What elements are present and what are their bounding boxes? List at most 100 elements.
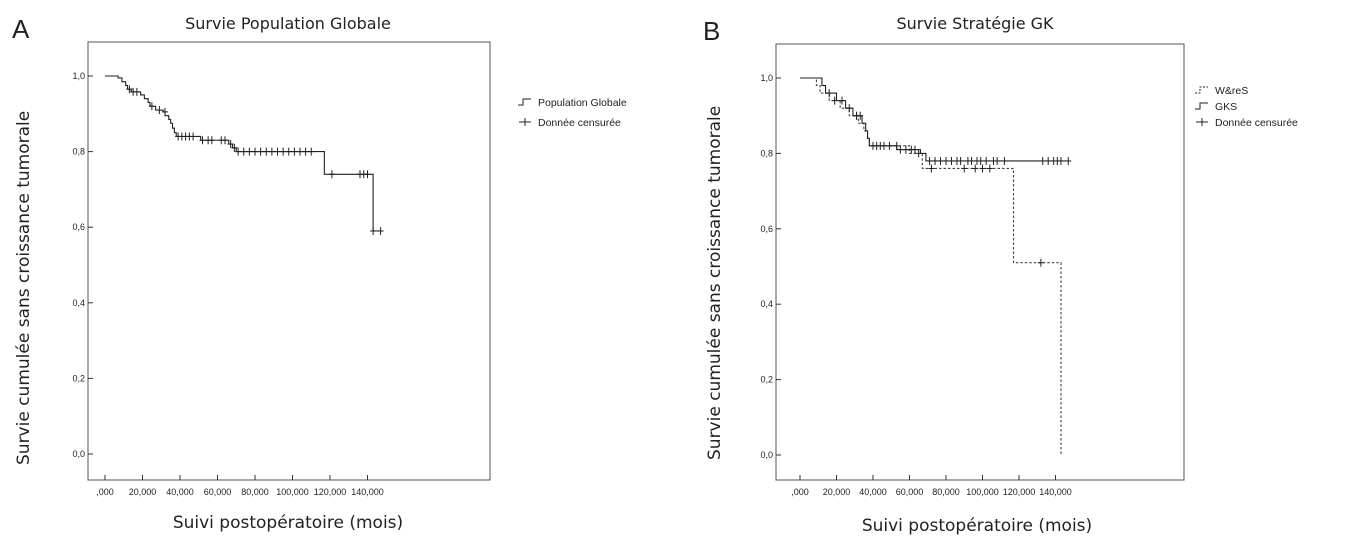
x-tick: 20,000 [129,475,156,497]
x-tick-label: 20,000 [823,487,851,497]
censor-mark [911,145,918,154]
censor-mark [902,145,909,154]
y-tick: 0,8 [760,148,781,158]
x-tick: 80,000 [932,475,960,497]
x-tick-label: 140,000 [351,487,384,497]
series-gks [800,77,1072,165]
censor-mark [846,104,853,113]
y-tick-label: 0,8 [72,147,85,157]
censor-mark [208,136,215,145]
y-tick-label: 1,0 [760,73,773,83]
x-tick: 140,000 [351,475,384,497]
x-tick: 40,000 [166,475,194,497]
legend-label: GKS [1215,101,1237,113]
x-tick: 120,000 [314,475,346,497]
censor-mark [302,147,309,156]
censor-mark [268,147,275,156]
legend-censor-swatch [519,118,531,126]
censor-mark [943,156,949,165]
censor-mark [364,170,371,179]
censor-mark [1065,156,1072,165]
y-tick-label: 0,2 [760,375,773,385]
y-tick: 0,0 [760,450,781,460]
x-tick: 100,000 [966,475,999,497]
censor-mark [257,147,264,156]
censor-mark [235,147,242,156]
y-tick: 0,6 [760,224,781,234]
x-tick: 100,000 [276,475,309,497]
survival-step-line [800,77,1069,162]
y-tick-label: 1,0 [72,71,85,81]
y-tick: 0,2 [760,375,781,385]
plot-frame [87,41,491,481]
censor-mark [222,136,228,145]
censor-mark [926,156,933,165]
panel-a-xlabel: Suivi postopératoire (mois) [172,513,404,533]
censor-mark [285,147,292,156]
legend-censor-swatch [1196,118,1208,126]
y-tick-label: 0,4 [72,298,85,308]
y-tick-label: 0,6 [72,222,85,232]
panel-b-title: Survie Stratégie GK [896,14,1054,33]
legend: W&reS GKS Donnée censurée [1195,85,1298,129]
y-tick: 0,4 [760,299,781,309]
censor-mark [377,226,384,235]
x-tick-label: 80,000 [932,487,960,497]
chart-panel-a: 0,0 0,2 0,4 0,6 0,8 1,0 ,000 20,000 40,000 60,000… [72,41,627,497]
y-tick-label: 0,8 [760,148,773,158]
panel-b-letter: B [703,16,721,46]
censor-mark [231,143,238,152]
censor-mark [328,170,335,179]
y-tick: 1,0 [72,71,93,81]
x-tick: 20,000 [823,475,851,497]
chart-panel-b: 0,0 0,2 0,4 0,6 0,8 1,0 ,000 20,000 40,000 60,000… [760,43,1298,497]
x-tick: 80,000 [241,475,269,497]
censor-mark [826,89,833,98]
censor-mark [246,147,253,156]
legend: Population Globale Donnée censurée [518,97,627,129]
censor-mark [1039,156,1046,165]
x-tick: ,000 [96,475,114,497]
censor-mark [937,156,944,165]
y-tick: 1,0 [760,73,781,83]
y-tick-label: 0,0 [760,450,773,460]
censor-mark [880,141,887,150]
censor-mark [126,85,133,94]
censor-mark [968,156,975,165]
censor-mark [838,96,845,105]
censor-mark [1057,156,1064,165]
x-tick: 140,000 [1039,475,1072,497]
x-tick-label: 60,000 [204,487,232,497]
censor-mark [199,136,206,145]
survival-step-line [105,75,381,232]
x-tick-label: ,000 [791,487,809,497]
censor-mark [994,156,1001,165]
legend-line-swatch [1195,102,1208,110]
x-tick-label: ,000 [96,487,114,497]
censor-mark [977,156,984,165]
censor-mark [297,147,303,156]
survival-step-line [800,77,1062,455]
censor-mark [190,132,197,141]
legend-line-swatch [518,98,531,106]
y-tick: 0,4 [72,298,93,308]
x-tick-label: 80,000 [241,487,269,497]
panel-b-xlabel: Suivi postopératoire (mois) [861,516,1093,536]
censor-mark [370,226,377,235]
x-tick: 120,000 [1003,475,1035,497]
series-population-globale [105,75,384,235]
panel-a-title: Survie Population Globale [185,14,391,33]
y-tick: 0,8 [72,147,93,157]
censor-mark [162,107,168,116]
x-tick: 60,000 [896,475,923,497]
legend-line-swatch [1195,86,1208,94]
y-tick-label: 0,0 [72,449,85,459]
x-tick: 40,000 [859,475,887,497]
legend-label: W&reS [1215,85,1248,97]
censor-mark [133,87,140,96]
censor-mark [1045,156,1052,165]
x-tick-label: 140,000 [1039,487,1072,497]
censor-mark [897,145,904,154]
censor-mark [986,164,993,173]
censor-mark [148,102,155,111]
